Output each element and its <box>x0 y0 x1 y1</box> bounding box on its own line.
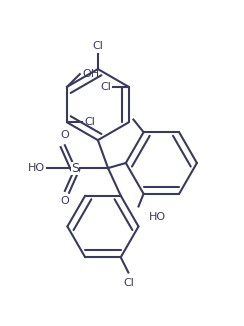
Text: O: O <box>61 196 69 206</box>
Text: Cl: Cl <box>123 277 134 288</box>
Text: OH: OH <box>82 69 100 79</box>
Text: Cl: Cl <box>85 117 96 127</box>
Text: HO: HO <box>149 212 166 222</box>
Text: Cl: Cl <box>100 82 111 92</box>
Text: HO: HO <box>27 163 45 173</box>
Text: O: O <box>61 130 69 140</box>
Text: S: S <box>71 162 79 175</box>
Text: Cl: Cl <box>92 41 103 51</box>
